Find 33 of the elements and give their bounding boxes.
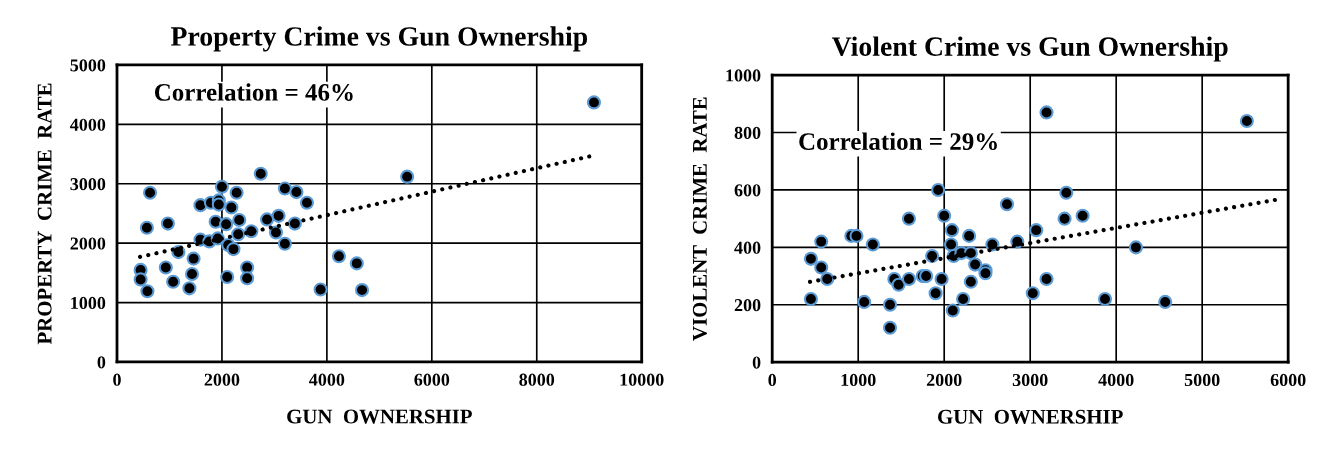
y-tick-label: 800 bbox=[734, 126, 761, 139]
y-tick-label: 1000 bbox=[71, 296, 106, 310]
y-tick-label: 0 bbox=[752, 356, 761, 369]
chart-title: Property Crime vs Gun Ownership bbox=[170, 26, 588, 52]
y-tick-label: 0 bbox=[97, 356, 106, 369]
y-tick-label: 3000 bbox=[70, 178, 106, 191]
y-tick-label: 2000 bbox=[70, 237, 106, 250]
x-tick-label: 0 bbox=[113, 373, 121, 386]
x-axis-title: GUN OWNERSHIP bbox=[287, 409, 472, 424]
x-tick-label: 1000 bbox=[841, 373, 876, 387]
x-tick-label: 4000 bbox=[1098, 373, 1134, 387]
y-tick-label: 600 bbox=[734, 184, 761, 197]
annotation: Correlation = 29% bbox=[799, 132, 997, 151]
x-tick-label: 8000 bbox=[519, 373, 555, 386]
y-tick-label: 200 bbox=[734, 299, 761, 312]
x-tick-label: 3000 bbox=[1012, 373, 1048, 387]
x-tick-label: 10000 bbox=[620, 373, 664, 386]
x-tick-label: 4000 bbox=[309, 373, 345, 386]
y-axis-title: PROPERTY CRIME RATE bbox=[37, 83, 52, 345]
chart-title: Violent Crime vs Gun Ownership bbox=[831, 36, 1228, 62]
x-axis-title: GUN OWNERSHIP bbox=[938, 409, 1123, 424]
annotation: Correlation = 46% bbox=[154, 83, 353, 101]
x-tick-label: 2000 bbox=[926, 373, 962, 387]
x-tick-label: 0 bbox=[768, 373, 777, 387]
y-axis-title: VIOLENT CRIME RATE bbox=[692, 97, 707, 341]
y-tick-label: 1000 bbox=[726, 69, 761, 82]
x-tick-label: 6000 bbox=[414, 373, 450, 386]
y-tick-label: 400 bbox=[734, 241, 761, 254]
x-tick-label: 2000 bbox=[204, 373, 240, 386]
x-tick-label: 5000 bbox=[1184, 373, 1220, 387]
y-tick-label: 4000 bbox=[70, 118, 106, 131]
x-tick-label: 6000 bbox=[1270, 373, 1306, 387]
y-tick-label: 5000 bbox=[70, 59, 106, 72]
